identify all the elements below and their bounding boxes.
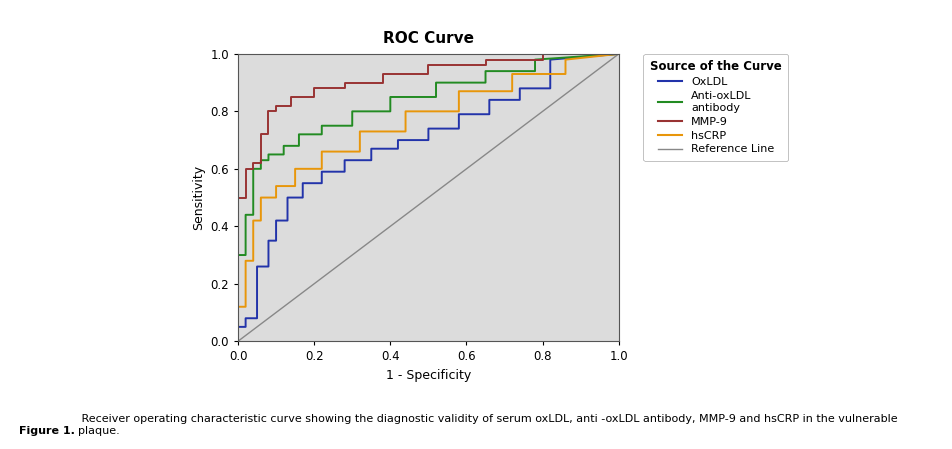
Y-axis label: Sensitivity: Sensitivity [191, 165, 205, 230]
X-axis label: 1 - Specificity: 1 - Specificity [386, 369, 471, 382]
Text: Figure 1.: Figure 1. [19, 426, 75, 436]
Title: ROC Curve: ROC Curve [383, 31, 474, 46]
Text: Receiver operating characteristic curve showing the diagnostic validity of serum: Receiver operating characteristic curve … [78, 414, 898, 436]
Legend: OxLDL, Anti-oxLDL
antibody, MMP-9, hsCRP, Reference Line: OxLDL, Anti-oxLDL antibody, MMP-9, hsCRP… [644, 54, 788, 161]
